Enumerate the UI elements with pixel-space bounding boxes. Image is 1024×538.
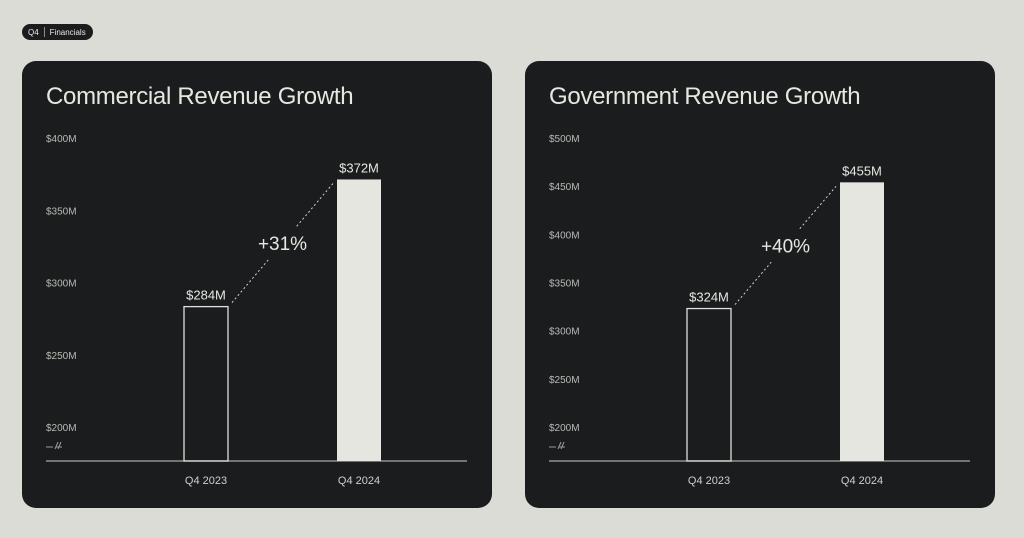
growth-percentage-label: +40%	[761, 236, 810, 257]
growth-percentage-label: +31%	[258, 234, 307, 255]
y-tick-label: $450M	[549, 182, 580, 193]
tag-quarter: Q4	[28, 27, 39, 37]
bar-q4-2024	[337, 179, 381, 461]
y-tick-label: $500M	[549, 134, 580, 145]
x-tick-label: Q4 2024	[841, 475, 883, 487]
y-tick-label: $300M	[549, 327, 580, 338]
bar-value-label: $455M	[842, 163, 882, 178]
y-tick-label: $200M	[549, 423, 580, 434]
x-tick-label: Q4 2024	[338, 475, 380, 487]
tag-section: Financials	[49, 27, 86, 37]
y-tick-label: $350M	[549, 279, 580, 290]
bar-value-label: $284M	[186, 288, 226, 303]
growth-connector	[799, 186, 837, 230]
bar-q4-2024	[840, 182, 884, 461]
government-chart-panel: Government Revenue Growth $200M $250M $300…	[525, 61, 995, 508]
axis-break-mark	[549, 441, 565, 450]
chart-title: Commercial Revenue Growth	[46, 83, 354, 110]
x-tick-label: Q4 2023	[688, 475, 730, 487]
growth-connector	[231, 259, 269, 303]
commercial-chart-svg: $200M $250M $300M $350M $400M $284M Q4 2023 $37…	[46, 134, 467, 487]
y-tick-label: $250M	[549, 375, 580, 386]
bar-q4-2023	[183, 305, 229, 462]
section-tag: Q4 Financials	[22, 24, 93, 40]
tag-divider	[43, 27, 45, 37]
y-tick-label: $400M	[46, 134, 77, 145]
x-tick-label: Q4 2023	[185, 475, 227, 487]
y-tick-label: $300M	[46, 279, 77, 290]
growth-connector	[734, 261, 772, 305]
y-tick-label: $250M	[46, 351, 77, 362]
growth-connector	[296, 183, 334, 227]
y-tick-label: $350M	[46, 206, 77, 217]
chart-title: Government Revenue Growth	[549, 83, 861, 110]
commercial-chart-panel: Commercial Revenue Growth $200M $250M $300…	[22, 61, 492, 508]
bar-value-label: $324M	[689, 290, 729, 305]
y-tick-label: $400M	[549, 230, 580, 241]
axis-break-mark	[46, 441, 62, 450]
bar-value-label: $372M	[339, 160, 379, 175]
bar-q4-2023	[686, 307, 732, 462]
government-chart-svg: $200M $250M $300M $350M $400M $450M $500M $324M…	[549, 134, 970, 487]
y-tick-label: $200M	[46, 423, 77, 434]
